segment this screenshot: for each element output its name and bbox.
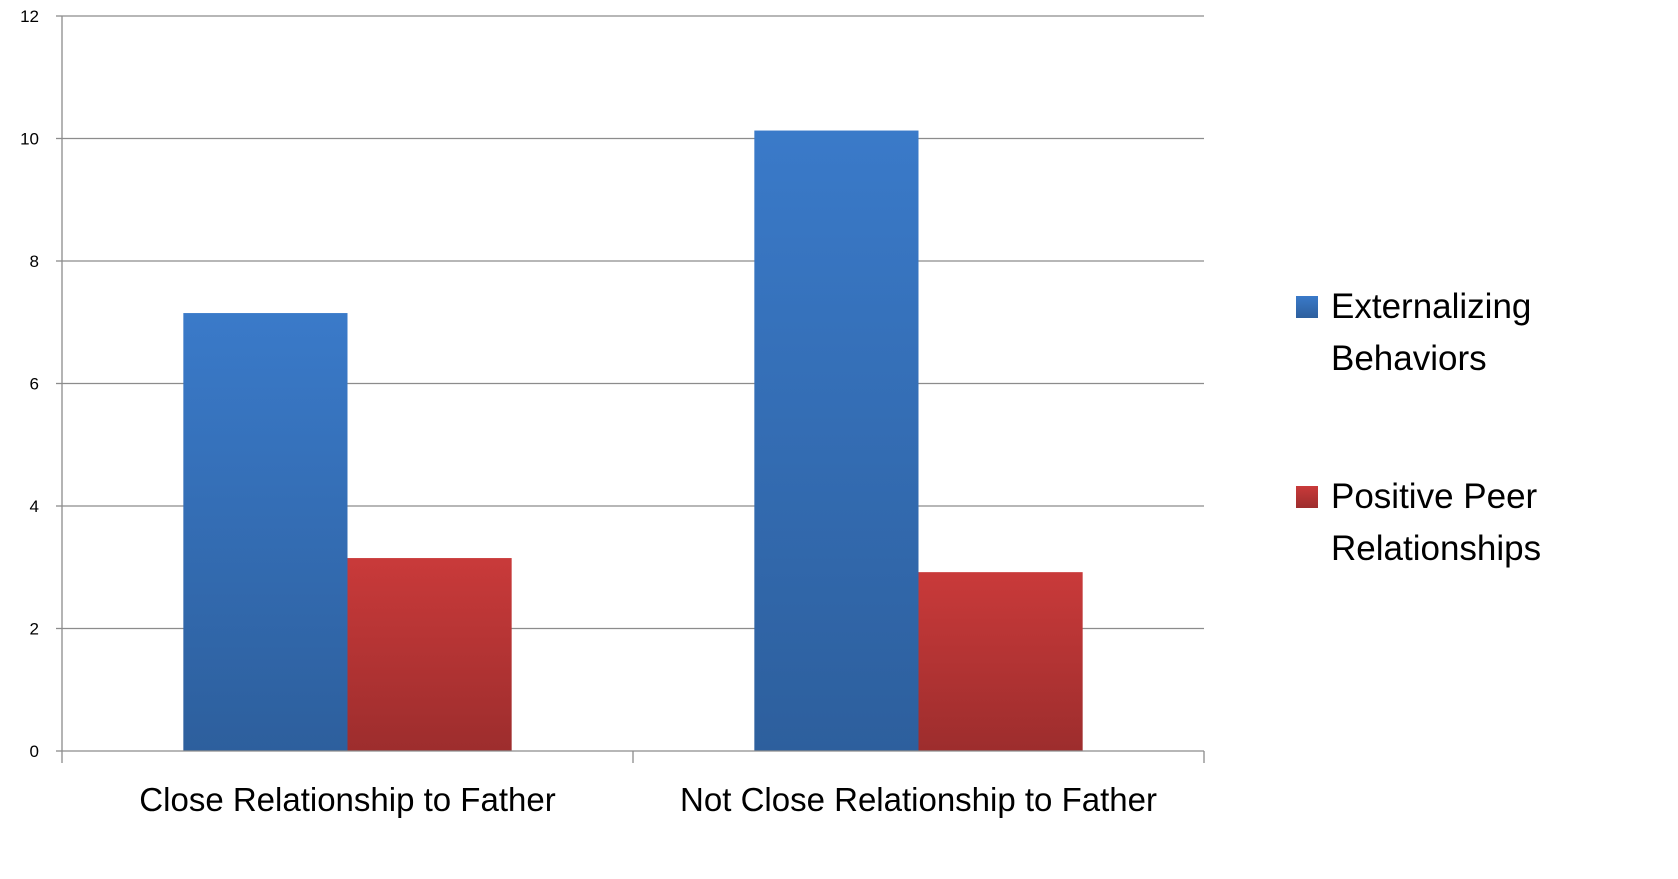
y-tick-label: 4	[30, 497, 39, 516]
legend-swatch	[1296, 296, 1318, 318]
y-axis-tick-labels: 0 2 4 6 8 10 12	[20, 7, 39, 761]
bars	[183, 130, 1083, 752]
y-tick-label: 8	[30, 252, 39, 271]
x-axis-tick-labels: Close Relationship to Father Not Close Re…	[139, 781, 1157, 818]
legend-label: Externalizing Behaviors	[1331, 287, 1531, 378]
legend-item: Positive Peer Relationships	[1296, 477, 1541, 568]
bar-externalizing-behaviors-1	[183, 313, 348, 751]
y-tick-label: 0	[30, 742, 39, 761]
legend-item: Externalizing Behaviors	[1296, 287, 1531, 378]
bar-positive-peer-relationships-2	[918, 572, 1083, 751]
legend: Externalizing Behaviors Positive Peer Relat…	[1296, 287, 1541, 568]
y-tick-label: 10	[20, 130, 39, 149]
legend-label: Positive Peer Relationships	[1331, 477, 1541, 568]
bar-positive-peer-relationships-1	[347, 558, 512, 751]
bar-externalizing-behaviors-2	[754, 130, 919, 752]
x-tick-label: Not Close Relationship to Father	[680, 781, 1157, 818]
x-tick-label: Close Relationship to Father	[139, 781, 555, 818]
y-tick-label: 12	[20, 7, 39, 26]
y-tick-label: 2	[30, 620, 39, 639]
legend-swatch	[1296, 486, 1318, 508]
axes	[61, 16, 1205, 763]
y-tick-label: 6	[30, 375, 39, 394]
